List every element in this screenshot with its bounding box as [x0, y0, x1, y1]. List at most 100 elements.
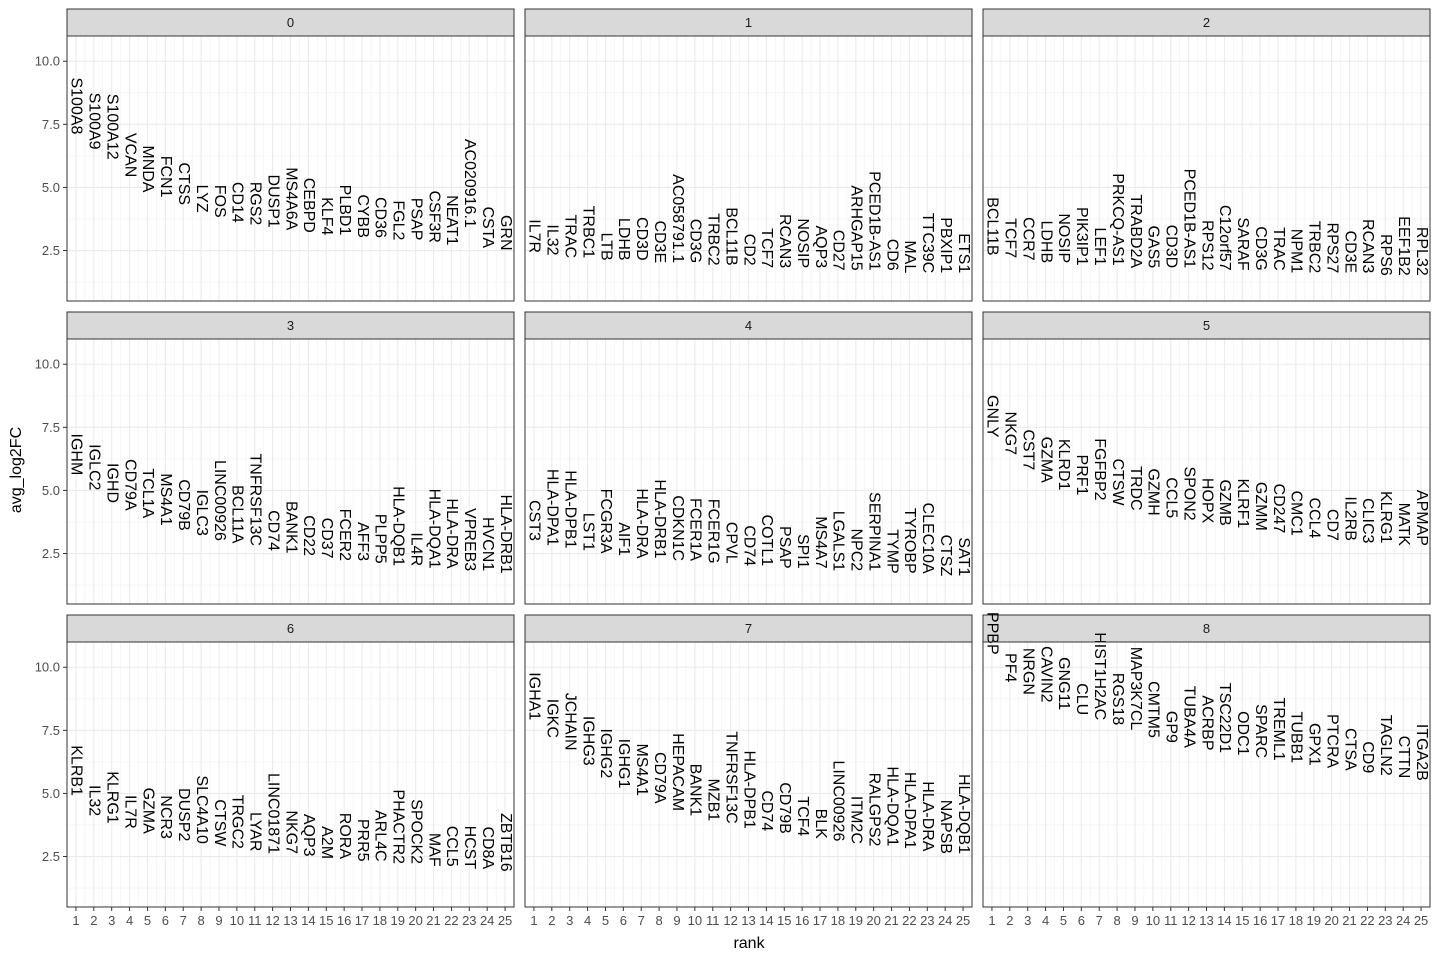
gene-label-ARHGAP15: ARHGAP15 [848, 185, 865, 270]
gene-label-NEAT1: NEAT1 [443, 195, 460, 245]
gene-label-NKG7: NKG7 [282, 810, 299, 854]
panel-strip-4 [524, 311, 973, 340]
x-tick-label: 22 [902, 913, 916, 928]
x-tick-label: 24 [480, 913, 494, 928]
x-tick-label: 4 [126, 913, 133, 928]
gene-label-PLBD1: PLBD1 [336, 185, 353, 236]
gene-label-ACRBP: ACRBP [1198, 695, 1215, 750]
gene-label-GAS5: GAS5 [1145, 226, 1162, 269]
gene-label-PBXIP1: PBXIP1 [937, 217, 954, 273]
x-tick-label: 5 [602, 913, 609, 928]
gene-label-CD79A: CD79A [651, 752, 668, 804]
x-tick-label: 12 [723, 913, 737, 928]
panel-strip-5 [982, 311, 1431, 340]
x-tick-label: 11 [706, 913, 720, 928]
gene-label-SERPINA1: SERPINA1 [865, 492, 882, 571]
x-tick-label: 16 [337, 913, 351, 928]
gene-label-HLA-DQA1: HLA-DQA1 [425, 489, 442, 569]
gene-label-PHACTR2: PHACTR2 [390, 789, 407, 864]
gene-label-GZMH: GZMH [1145, 469, 1162, 516]
gene-label-ZBTB16: ZBTB16 [497, 813, 514, 872]
gene-label-CD79A: CD79A [121, 459, 138, 511]
panel-border [982, 35, 1431, 302]
gene-label-CST7: CST7 [1019, 429, 1036, 470]
gene-label-A2M: A2M [318, 826, 335, 859]
gene-label-CD74: CD74 [758, 790, 775, 831]
gene-label-HLA-DRB1: HLA-DRB1 [497, 495, 514, 574]
x-tick-label: 15 [319, 913, 333, 928]
gene-label-PRF1: PRF1 [1073, 455, 1090, 496]
gene-label-LGALS1: LGALS1 [830, 511, 847, 572]
gene-label-TRBC1: TRBC1 [579, 206, 596, 259]
panel-strip-label: 1 [745, 15, 752, 30]
gene-label-MAL: MAL [901, 240, 918, 273]
gene-label-MS4A1: MS4A1 [633, 743, 650, 796]
gene-label-CTSW: CTSW [1109, 458, 1126, 506]
gene-label-HLA-DRB1: HLA-DRB1 [651, 479, 668, 558]
gene-label-FCN1: FCN1 [157, 156, 174, 198]
gene-label-CD3G: CD3G [687, 219, 704, 263]
gene-label-CDKN1C: CDKN1C [669, 495, 686, 561]
gene-label-SAT1: SAT1 [955, 537, 972, 576]
gene-label-AFF3: AFF3 [354, 522, 371, 561]
x-tick-label: 22 [444, 913, 458, 928]
gene-label-LYZ: LYZ [193, 185, 210, 213]
x-tick-label: 14 [759, 913, 773, 928]
gene-label-ITGA2B: ITGA2B [1413, 724, 1430, 781]
gene-label-AIF1: AIF1 [615, 522, 632, 556]
gene-label-S100A8: S100A8 [68, 77, 85, 134]
panel-strip-label: 0 [287, 15, 294, 30]
gene-label-CD36: CD36 [372, 197, 389, 238]
gene-label-ITM2C: ITM2C [848, 796, 865, 844]
gene-label-HOPX: HOPX [1198, 478, 1215, 524]
x-tick-label: 10 [230, 913, 244, 928]
gene-label-LINC00926: LINC00926 [830, 760, 847, 841]
gene-label-CPVL: CPVL [722, 522, 739, 564]
gene-label-EEF1B2: EEF1B2 [1395, 216, 1412, 276]
gene-label-LEF1: LEF1 [1091, 227, 1108, 265]
gene-label-RGS18: RGS18 [1109, 673, 1126, 726]
gene-label-SPON2: SPON2 [1180, 466, 1197, 520]
gene-label-DUSP1: DUSP1 [264, 174, 281, 227]
gene-label-IGHG3: IGHG3 [579, 716, 596, 766]
x-tick-label: 2 [90, 913, 97, 928]
gene-label-MS4A1: MS4A1 [157, 473, 174, 526]
gene-label-TRBC2: TRBC2 [1306, 221, 1323, 274]
gene-label-KLRG1: KLRG1 [103, 771, 120, 824]
x-tick-label: 9 [215, 913, 222, 928]
gene-label-CSF3R: CSF3R [425, 190, 442, 242]
gene-label-GNLY: GNLY [984, 395, 1001, 438]
gene-label-TTC39C: TTC39C [919, 213, 936, 273]
gene-label-TCL1A: TCL1A [139, 468, 156, 518]
panel-strip-7 [524, 614, 973, 643]
y-tick-label: 10.0 [35, 357, 60, 372]
gene-label-CD9: CD9 [1359, 741, 1376, 773]
gene-label-KLRD1: KLRD1 [1055, 439, 1072, 491]
gene-label-LINC01871: LINC01871 [264, 773, 281, 854]
gene-label-TSC22D1: TSC22D1 [1216, 683, 1233, 753]
x-tick-label: 16 [795, 913, 809, 928]
gene-label-LDHB: LDHB [1037, 220, 1054, 263]
gene-label-CD247: CD247 [1270, 484, 1287, 534]
gene-label-C12orf57: C12orf57 [1216, 205, 1233, 271]
panel-strip-0 [66, 8, 515, 37]
gene-label-MAF: MAF [425, 833, 442, 867]
gene-label-HVCN1: HVCN1 [479, 517, 496, 571]
x-tick-label: 9 [673, 913, 680, 928]
x-tick-label: 21 [884, 913, 898, 928]
gene-label-GP9: GP9 [1163, 711, 1180, 743]
gene-label-IL32: IL32 [544, 224, 561, 255]
gene-label-CD3G: CD3G [1252, 226, 1269, 270]
panel-strip-label: 8 [1203, 621, 1210, 636]
y-tick-label: 7.5 [42, 723, 60, 738]
gene-label-RCAN3: RCAN3 [776, 214, 793, 268]
gene-label-RALGPS2: RALGPS2 [865, 773, 882, 847]
gene-label-CCL5: CCL5 [443, 826, 460, 867]
gene-label-GZMA: GZMA [139, 788, 156, 835]
gene-label-RGS2: RGS2 [247, 182, 264, 226]
gene-label-IGHA1: IGHA1 [526, 672, 543, 720]
gene-label-BCL11B: BCL11B [722, 207, 739, 265]
gene-label-NPM1: NPM1 [1288, 229, 1305, 274]
gene-label-VPREB3: VPREB3 [461, 508, 478, 571]
